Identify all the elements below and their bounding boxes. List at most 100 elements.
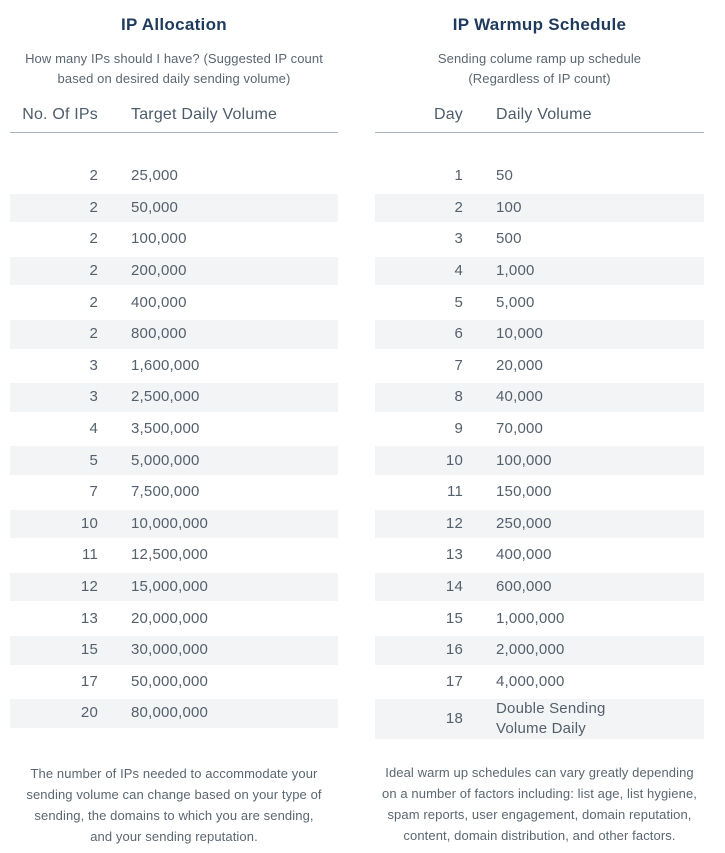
table-row: 2 25,000 (10, 160, 338, 192)
row-key-cell: 11 (447, 483, 463, 501)
column-header-day: Day (433, 106, 463, 123)
row-value-cell: 70,000 (496, 420, 544, 438)
ip-warmup-footnote: Ideal warm up schedules can vary greatly… (382, 765, 697, 844)
table-row: 11 150,000 (375, 475, 704, 508)
row-key-cell: 5 (89, 451, 98, 469)
row-key-cell: 1 (454, 167, 463, 185)
row-key-cell: 20 (80, 704, 98, 722)
row-value-cell: 20,000 (496, 356, 544, 374)
table-row: 2 50,000 (10, 191, 338, 224)
table-row: 5 5,000,000 (10, 444, 338, 476)
row-key-cell: 9 (454, 420, 463, 438)
row-value-cell: 5,000,000 (131, 451, 200, 469)
ip-allocation-column-headers: No. Of IPs Target Daily Volume (10, 105, 338, 125)
row-value-cell: 3,500,000 (131, 420, 200, 438)
table-row: 2 800,000 (10, 317, 338, 350)
row-value-cell: 400,000 (496, 546, 552, 564)
row-key-cell: 10 (445, 451, 463, 469)
row-value-cell: 1,000,000 (496, 609, 565, 627)
row-key-cell: 4 (454, 262, 463, 280)
row-key-cell: 2 (89, 198, 98, 216)
row-key-cell: 6 (454, 325, 463, 343)
row-value-cell: 7,500,000 (131, 483, 200, 501)
row-key-cell: 11 (82, 546, 98, 564)
table-row: 15 30,000,000 (10, 633, 338, 666)
row-value-cell: 2,000,000 (496, 641, 565, 659)
ip-warmup-rows: 1 50 2 100 3 500 4 1,000 5 5,000 6 10,00… (375, 160, 704, 741)
ip-allocation-title: IP Allocation (121, 15, 227, 34)
row-key-cell: 5 (454, 293, 463, 311)
row-value-cell: 25,000 (131, 167, 179, 185)
row-key-cell: 12 (445, 514, 463, 532)
row-value-cell: 4,000,000 (496, 672, 565, 690)
row-key-cell: 4 (89, 420, 98, 438)
table-row: 1 50 (375, 160, 704, 192)
row-value-cell: 20,000,000 (131, 609, 209, 627)
row-key-cell: 8 (454, 388, 463, 406)
row-value-cell: 80,000,000 (131, 704, 209, 722)
row-value-cell: 600,000 (496, 578, 552, 596)
row-key-cell: 3 (454, 230, 463, 248)
row-value-cell: 12,500,000 (131, 546, 209, 564)
table-row: 13 400,000 (375, 539, 704, 571)
ip-warmup-column-headers: Day Daily Volume (375, 105, 704, 125)
ip-allocation-footnote: The number of IPs needed to accommodate … (26, 765, 322, 844)
row-key-cell: 18 (445, 710, 463, 728)
table-row: 10 100,000 (375, 444, 704, 476)
row-value-cell: 1,000 (496, 262, 535, 280)
row-value-cell: 100 (496, 198, 522, 216)
ip-allocation-rows: 2 25,000 2 50,000 2 100,000 2 200,000 2 … (10, 160, 338, 729)
table-row: 9 70,000 (375, 412, 704, 445)
table-row: 7 7,500,000 (10, 475, 338, 508)
row-key-cell: 7 (89, 483, 98, 501)
table-row: 6 10,000 (375, 317, 704, 350)
row-key-cell: 3 (89, 356, 98, 374)
header-divider (10, 132, 338, 133)
ip-warmup-section: IP Warmup Schedule Sending colume ramp u… (375, 0, 704, 846)
table-row: 20 80,000,000 (10, 697, 338, 729)
row-key-cell: 16 (445, 641, 463, 659)
ip-allocation-subtitle: How many IPs should I have? (Suggested I… (25, 51, 323, 86)
row-value-cell: 1,600,000 (131, 356, 200, 374)
table-row: 12 15,000,000 (10, 570, 338, 603)
table-row: 18 Double Sending Volume Daily (375, 697, 704, 741)
row-key-cell: 2 (454, 198, 463, 216)
table-row: 3 1,600,000 (10, 349, 338, 382)
row-key-cell: 15 (80, 641, 98, 659)
row-key-cell: 13 (445, 546, 463, 564)
row-value-cell: 30,000,000 (131, 641, 209, 659)
row-value-cell: 5,000 (496, 293, 535, 311)
row-value-cell: 10,000,000 (131, 514, 209, 532)
row-value-cell: 100,000 (131, 230, 187, 248)
table-row: 3 500 (375, 223, 704, 255)
row-value-cell: 2,500,000 (131, 388, 200, 406)
table-row: 4 3,500,000 (10, 412, 338, 445)
table-row: 2 100 (375, 191, 704, 224)
row-key-cell: 13 (80, 609, 98, 627)
row-key-cell: 2 (89, 167, 98, 185)
table-row: 14 600,000 (375, 570, 704, 603)
row-key-cell: 2 (89, 293, 98, 311)
row-key-cell: 17 (80, 672, 98, 690)
row-key-cell: 2 (89, 325, 98, 343)
row-value-cell: 400,000 (131, 293, 187, 311)
table-row: 2 200,000 (10, 254, 338, 287)
table-row: 13 20,000,000 (10, 602, 338, 634)
row-value-cell: 15,000,000 (131, 578, 209, 596)
row-value-cell: 50,000 (131, 198, 179, 216)
row-value-cell: 50,000,000 (131, 672, 209, 690)
row-key-cell: 14 (445, 578, 463, 596)
table-row: 16 2,000,000 (375, 633, 704, 666)
ip-allocation-section: IP Allocation How many IPs should I have… (10, 0, 338, 847)
row-key-cell: 3 (89, 388, 98, 406)
row-key-cell: 2 (89, 262, 98, 280)
row-value-cell: Double Sending Volume Daily (496, 700, 606, 738)
table-row: 10 10,000,000 (10, 507, 338, 540)
table-row: 12 250,000 (375, 507, 704, 540)
table-row: 17 4,000,000 (375, 665, 704, 698)
ip-warmup-subtitle: Sending colume ramp up schedule (Regardl… (437, 51, 642, 86)
table-row: 2 100,000 (10, 223, 338, 255)
row-value-cell: 100,000 (496, 451, 552, 469)
row-key-cell: 17 (445, 672, 463, 690)
